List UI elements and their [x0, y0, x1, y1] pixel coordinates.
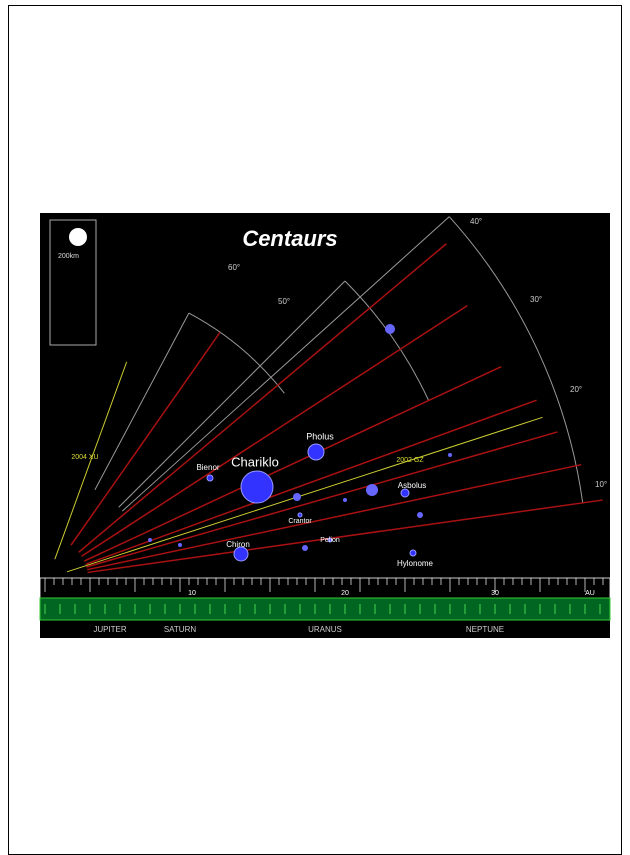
objects: Chariklo Pholus Bienor Chiron Hylonome Asbolu… [71, 324, 452, 568]
centaur-body [293, 493, 301, 501]
scale-label: 30 [491, 590, 499, 597]
angle-label: 30° [530, 295, 542, 304]
yellow-line [54, 361, 128, 560]
object-label: Chariklo [231, 454, 279, 469]
legend-size-label: 200km [58, 253, 79, 260]
sector-edge [94, 312, 190, 490]
object-label: Hylonome [397, 559, 434, 568]
planet-label: JUPITER [93, 625, 127, 634]
sector-arc [344, 280, 430, 401]
resonance-band [39, 597, 611, 621]
centaur-body [297, 512, 303, 518]
centaur-body [178, 543, 182, 547]
centaur-body [327, 537, 333, 543]
legend-box [49, 219, 97, 346]
centaur-body [148, 538, 152, 542]
centaur-body [233, 546, 249, 562]
distance-ruler [39, 577, 611, 599]
centaur-body [409, 549, 417, 557]
diagram-title: Centaurs [242, 226, 337, 251]
centaur-body [366, 484, 378, 496]
angle-label: 20° [570, 385, 582, 394]
sector-arc [448, 216, 584, 503]
sector-edge [121, 216, 450, 512]
centaur-body [417, 512, 423, 518]
fan-grid: 60° 50° 40° 30° 20° 10° [54, 216, 607, 574]
sector-arc [188, 312, 285, 394]
object-label: Pholus [306, 431, 334, 441]
designation-label: 2004 XU [71, 454, 98, 461]
object-label: Bienor [196, 463, 219, 472]
planet-label: NEPTUNE [466, 625, 504, 634]
centaur-body [343, 498, 347, 502]
scale-label: 20 [341, 590, 349, 597]
angle-label: 60° [228, 263, 240, 272]
object-label: Chiron [226, 540, 250, 549]
angle-label: 10° [595, 480, 607, 489]
centaur-body [385, 324, 395, 334]
centaur-body [206, 474, 214, 482]
orbit-inclination [78, 243, 447, 553]
scale-label: 10 [188, 590, 196, 597]
designation-label: 2002 GZ [396, 457, 424, 464]
diagram-background [40, 213, 610, 638]
centaur-body [448, 453, 452, 457]
orbit-inclination [86, 463, 582, 571]
object-label: Crantor [288, 518, 312, 525]
planet-label: URANUS [308, 625, 342, 634]
angle-label: 40° [470, 217, 482, 226]
sector-edge [118, 280, 346, 508]
orbit-inclination [70, 331, 221, 546]
yellow-line [66, 416, 543, 573]
object-label: Pelion [320, 537, 340, 544]
scale-label: AU [585, 590, 595, 597]
orbit-inclination [83, 366, 502, 562]
centaur-body [302, 545, 308, 551]
centaur-body [307, 443, 325, 461]
orbit-inclination [85, 399, 537, 566]
legend-size-disc [69, 228, 87, 246]
object-label: Asbolus [398, 481, 426, 490]
angle-label: 50° [278, 297, 290, 306]
orbit-inclination [87, 499, 603, 574]
orbit-inclination [81, 305, 468, 557]
planet-label: SATURN [164, 625, 197, 634]
centaur-body [240, 470, 274, 504]
centaur-body [400, 488, 410, 498]
orbit-inclination [86, 431, 558, 568]
